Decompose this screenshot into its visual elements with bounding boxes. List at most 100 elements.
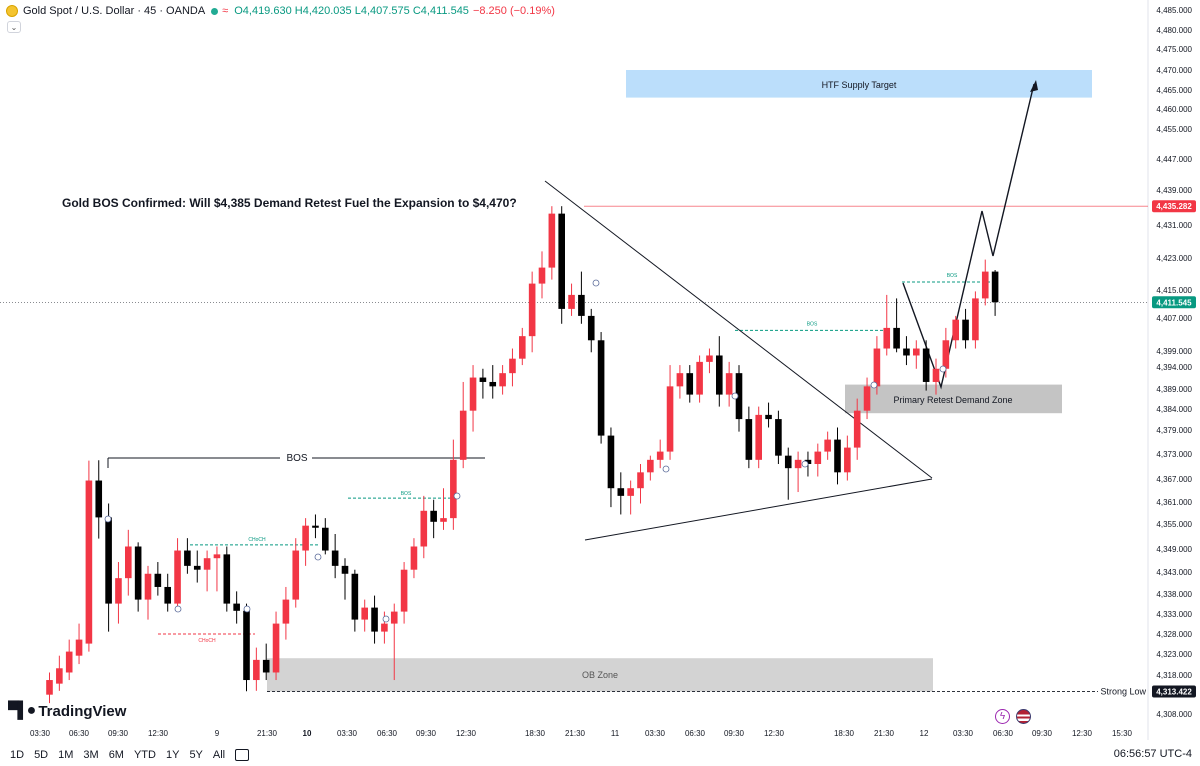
y-tick-label: 4,308.000 — [1156, 710, 1192, 719]
candle-body — [962, 319, 969, 341]
x-tick-label: 03:30 — [30, 729, 51, 738]
x-tick-label: 12:30 — [764, 729, 785, 738]
candle-body — [647, 459, 654, 473]
tf-5y[interactable]: 5Y — [189, 749, 203, 761]
strong-low-price-tag-bg — [1152, 685, 1196, 698]
candle-body — [479, 377, 487, 382]
us-flag-icon[interactable] — [1016, 709, 1031, 724]
candle-body — [784, 455, 792, 469]
projection-path — [902, 83, 1035, 390]
candle-body — [459, 410, 467, 460]
y-tick-label: 4,323.000 — [1156, 650, 1192, 659]
candle-body — [272, 623, 280, 673]
candle-body — [134, 546, 142, 600]
tradingview-logo: ▀▌● TradingView — [8, 702, 126, 720]
x-tick-label: 12:30 — [1072, 729, 1093, 738]
supply-target-label: HTF Supply Target — [822, 80, 897, 90]
y-tick-label: 4,318.000 — [1156, 671, 1192, 680]
candle-body — [243, 610, 250, 681]
tf-3m[interactable]: 3M — [83, 749, 99, 761]
y-tick-label: 4,475.000 — [1156, 45, 1192, 54]
candle-body — [952, 319, 959, 341]
chart-status-icons: ϟ — [995, 709, 1031, 724]
y-tick-label: 4,394.000 — [1156, 363, 1192, 372]
symbol-header: Gold Spot / U.S. Dollar · 45 · OANDA ≈ O… — [6, 3, 555, 19]
ob-zone — [267, 658, 933, 692]
symbol-name[interactable]: Gold Spot / U.S. Dollar · 45 · OANDA — [23, 5, 206, 17]
candle-body — [676, 373, 684, 387]
candle-body — [725, 373, 733, 395]
ohlc-high: H4,420.035 — [294, 5, 352, 17]
y-tick-label: 4,333.000 — [1156, 610, 1192, 619]
candle-body — [637, 472, 644, 489]
tf-ytd[interactable]: YTD — [133, 749, 156, 761]
candle-body — [400, 569, 408, 612]
candle-body — [528, 283, 536, 337]
x-tick-label: 06:30 — [993, 729, 1014, 738]
x-tick-label: 12:30 — [456, 729, 477, 738]
y-tick-label: 4,384.000 — [1156, 405, 1192, 414]
candle-body — [262, 659, 270, 673]
y-tick-label: 4,367.000 — [1156, 475, 1192, 484]
tf-5d[interactable]: 5D — [34, 749, 49, 761]
candle-body — [223, 554, 231, 604]
candle-body — [972, 298, 979, 341]
choch-low-label: CHoCH — [198, 638, 216, 644]
candle-body — [794, 459, 802, 469]
x-tick-label: 11 — [611, 729, 620, 738]
utc-clock[interactable]: 06:56:57 UTC-4 — [1113, 748, 1192, 760]
x-tick-label: 12:30 — [148, 729, 169, 738]
x-tick-label: 21:30 — [565, 729, 586, 738]
calendar-icon[interactable] — [235, 749, 250, 761]
candle-body — [469, 377, 477, 411]
candle-body — [775, 419, 782, 456]
candle-body — [85, 480, 93, 644]
candle-body — [706, 355, 713, 362]
lightning-icon[interactable]: ϟ — [995, 709, 1010, 724]
candle-body — [302, 525, 309, 551]
x-tick-label: 21:30 — [874, 729, 895, 738]
tf-1d[interactable]: 1D — [10, 749, 25, 761]
strong-low-price-tag: 4,313.422 — [1156, 688, 1192, 697]
ohlc-low: L4,407.575 — [354, 5, 410, 17]
candle-body — [814, 451, 822, 464]
candle-body — [519, 336, 526, 359]
x-tick-label: 15:30 — [1112, 729, 1133, 738]
candle-body — [853, 410, 861, 448]
x-tick-label: 03:30 — [645, 729, 666, 738]
candle-body — [115, 578, 122, 604]
candle-body — [213, 554, 221, 559]
tf-all[interactable]: All — [212, 749, 226, 761]
resistance-price-tag-bg — [1152, 200, 1196, 213]
candle-body — [233, 603, 240, 611]
candle-body — [942, 340, 950, 369]
candle-body — [834, 439, 841, 473]
candle-body — [144, 573, 152, 600]
swing-marker-icon — [939, 365, 947, 373]
y-tick-label: 4,470.000 — [1156, 66, 1192, 75]
candle-body — [873, 348, 881, 387]
y-tick-label: 4,389.000 — [1156, 385, 1192, 394]
candle-body — [371, 607, 378, 632]
tf-6m[interactable]: 6M — [108, 749, 124, 761]
candle-body — [184, 550, 191, 566]
candle-body — [509, 358, 516, 374]
x-tick-label: 12 — [920, 729, 929, 738]
x-tick-label: 18:30 — [525, 729, 546, 738]
tf-1y[interactable]: 1Y — [165, 749, 180, 761]
y-tick-label: 4,338.000 — [1156, 590, 1192, 599]
candle-body — [430, 510, 437, 522]
candle-body — [666, 386, 674, 452]
candle-body — [893, 327, 900, 349]
y-tick-label: 4,447.000 — [1156, 155, 1192, 164]
collapse-legend-button[interactable]: ⌄ — [7, 21, 21, 33]
candle-body — [46, 680, 53, 695]
demand-zone — [845, 384, 1062, 414]
candle-body — [607, 435, 615, 489]
y-tick-label: 4,460.000 — [1156, 105, 1192, 114]
tradingview-mark-icon: ▀▌● — [8, 702, 36, 719]
tf-1m[interactable]: 1M — [58, 749, 74, 761]
candle-body — [193, 565, 201, 570]
